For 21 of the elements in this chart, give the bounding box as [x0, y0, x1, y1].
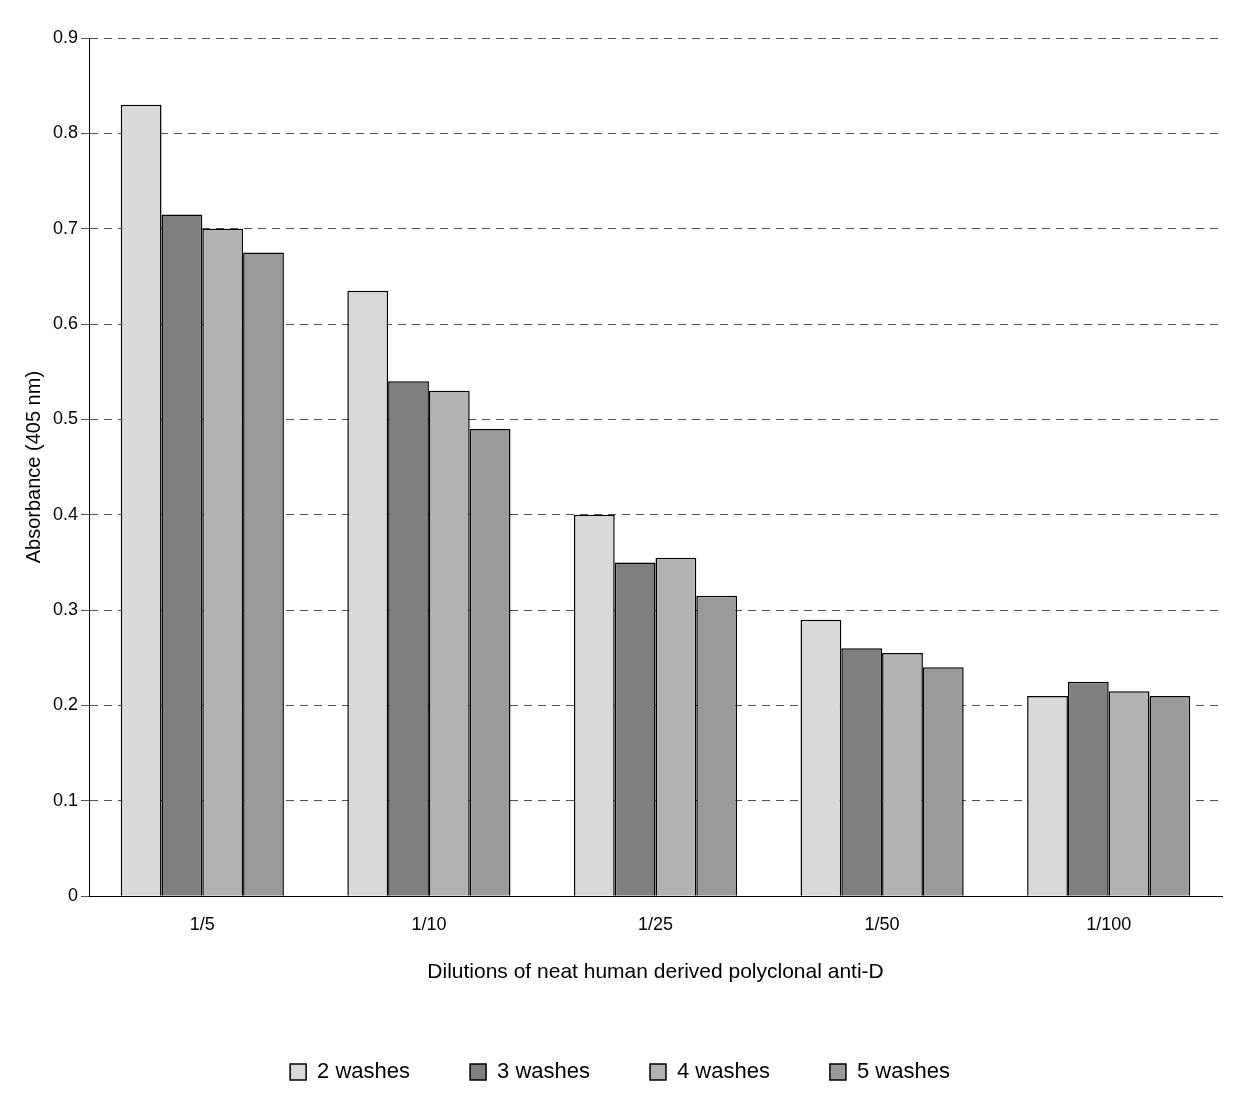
x-tick-label: 1/5: [189, 913, 215, 934]
y-axis-title: Absorbance (405 nm): [21, 370, 44, 564]
y-tick-label: 0.8: [52, 122, 79, 143]
y-tick-label: 0.1: [52, 789, 79, 810]
legend-label: 5 washes: [856, 1058, 950, 1084]
y-tick-label: 0.4: [52, 503, 79, 524]
y-tick-label: 0: [68, 885, 79, 906]
x-axis-title: Dilutions of neat human derived polyclonal anti-D: [427, 959, 884, 983]
legend-label: 3 washes: [497, 1058, 591, 1084]
y-tick-label: 0.6: [52, 313, 79, 334]
y-tick-label: 0.3: [52, 599, 79, 620]
y-tick-label: 0.5: [52, 408, 79, 429]
y-tick-label: 0.9: [52, 26, 79, 47]
y-tick-label: 0.7: [52, 217, 79, 238]
legend-label: 2 washes: [317, 1058, 411, 1084]
x-tick-label: 1/50: [864, 913, 900, 934]
x-tick-label: 1/10: [411, 913, 447, 934]
x-tick-label: 1/25: [637, 913, 674, 934]
x-tick-label: 1/100: [1086, 913, 1132, 934]
legend-label: 4 washes: [677, 1058, 770, 1084]
y-tick-label: 0.2: [52, 694, 79, 715]
